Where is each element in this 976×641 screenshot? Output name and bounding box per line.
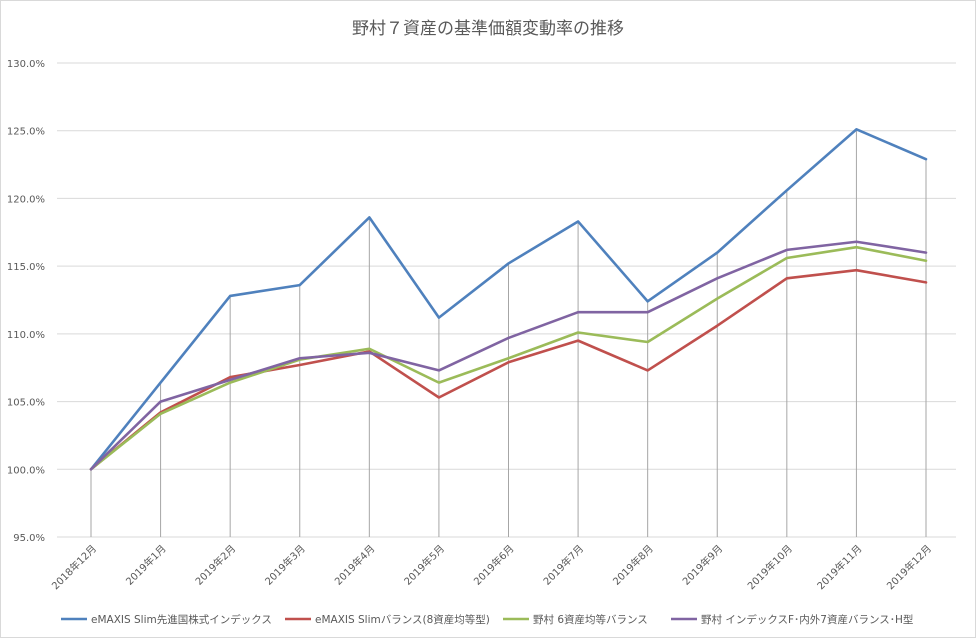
y-tick-label: 130.0% [7,59,45,70]
y-tick-label: 110.0% [7,330,45,341]
series-line-4 [89,240,928,471]
x-tick-label: 2019年5月 [401,542,447,588]
legend-item: eMAXIS Slim先進国株式インデックス [61,613,272,626]
y-tick-label: 120.0% [7,194,45,205]
x-tick-label: 2019年12月 [884,542,934,592]
series-line-2 [89,268,928,471]
x-tick-label: 2019年9月 [680,542,726,588]
series-lines [89,128,928,471]
legend: eMAXIS Slim先進国株式インデックス eMAXIS Slimバランス(8資… [61,613,913,626]
gridlines [57,62,956,538]
y-tick-label: 125.0% [7,127,45,138]
y-tick-label: 95.0% [13,533,45,544]
y-tick-label: 105.0% [7,398,45,409]
legend-item: 野村 インデックスF･内外7資産バランス･H型 [671,613,913,626]
x-tick-label: 2019年10月 [745,542,795,592]
x-tick-label: 2018年12月 [49,542,99,592]
x-tick-label: 2019年6月 [471,542,517,588]
x-tick-label: 2019年2月 [192,542,238,588]
x-tick-label: 2019年1月 [123,542,169,588]
series-line-3 [89,245,928,471]
x-tick-label: 2019年8月 [610,542,656,588]
x-tick-label: 2019年11月 [814,542,864,592]
x-tick-label: 2019年3月 [262,542,308,588]
legend-label: 野村 6資産均等バランス [533,613,648,626]
legend-label: 野村 インデックスF･内外7資産バランス･H型 [701,613,913,626]
x-tick-label: 2019年4月 [332,542,378,588]
series-line-1 [89,128,928,471]
drop-lines [90,129,927,537]
y-tick-label: 100.0% [7,465,45,476]
y-axis: 130.0% 125.0% 120.0% 115.0% 110.0% 105.0% 100.… [7,59,45,544]
x-axis: 2018年12月 2019年1月 2019年2月 2019年3月 2019年4月 2019… [49,542,934,592]
y-tick-label: 115.0% [7,262,45,273]
x-tick-label: 2019年7月 [540,542,586,588]
legend-label: eMAXIS Slimバランス(8資産均等型) [315,613,490,626]
chart-title: 野村７資産の基準価額変動率の推移 [352,19,624,39]
legend-item: eMAXIS Slimバランス(8資産均等型) [285,613,490,626]
legend-label: eMAXIS Slim先進国株式インデックス [91,613,272,626]
legend-item: 野村 6資産均等バランス [503,613,648,626]
